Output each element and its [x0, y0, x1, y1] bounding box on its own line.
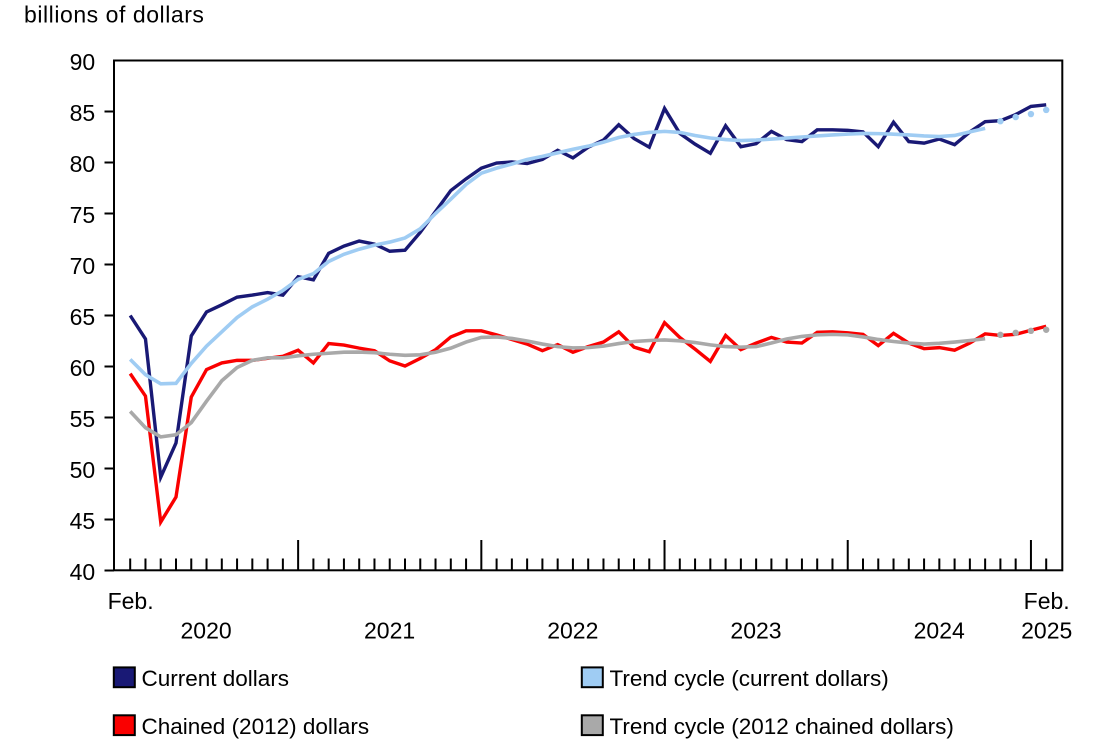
svg-text:Trend cycle (current dollars): Trend cycle (current dollars): [610, 666, 889, 691]
svg-text:Feb.: Feb.: [108, 588, 154, 614]
svg-text:40: 40: [70, 559, 96, 585]
svg-text:65: 65: [70, 304, 96, 330]
svg-text:2024: 2024: [914, 618, 965, 644]
svg-text:55: 55: [70, 406, 96, 432]
svg-text:Trend cycle (2012 chained doll: Trend cycle (2012 chained dollars): [610, 714, 954, 739]
svg-text:80: 80: [70, 151, 96, 177]
svg-text:85: 85: [70, 100, 96, 126]
svg-text:billions of dollars: billions of dollars: [24, 1, 204, 27]
svg-text:45: 45: [70, 508, 96, 534]
svg-text:2022: 2022: [547, 618, 598, 644]
svg-text:2020: 2020: [181, 618, 232, 644]
svg-text:75: 75: [70, 202, 96, 228]
svg-text:2025: 2025: [1021, 618, 1072, 644]
svg-text:60: 60: [70, 355, 96, 381]
svg-text:70: 70: [70, 253, 96, 279]
svg-text:Chained (2012) dollars: Chained (2012) dollars: [142, 714, 370, 739]
svg-text:2021: 2021: [364, 618, 415, 644]
svg-text:Current dollars: Current dollars: [142, 666, 290, 691]
svg-text:50: 50: [70, 457, 96, 483]
svg-text:Feb.: Feb.: [1024, 588, 1070, 614]
svg-text:90: 90: [70, 49, 96, 75]
svg-text:2023: 2023: [730, 618, 781, 644]
